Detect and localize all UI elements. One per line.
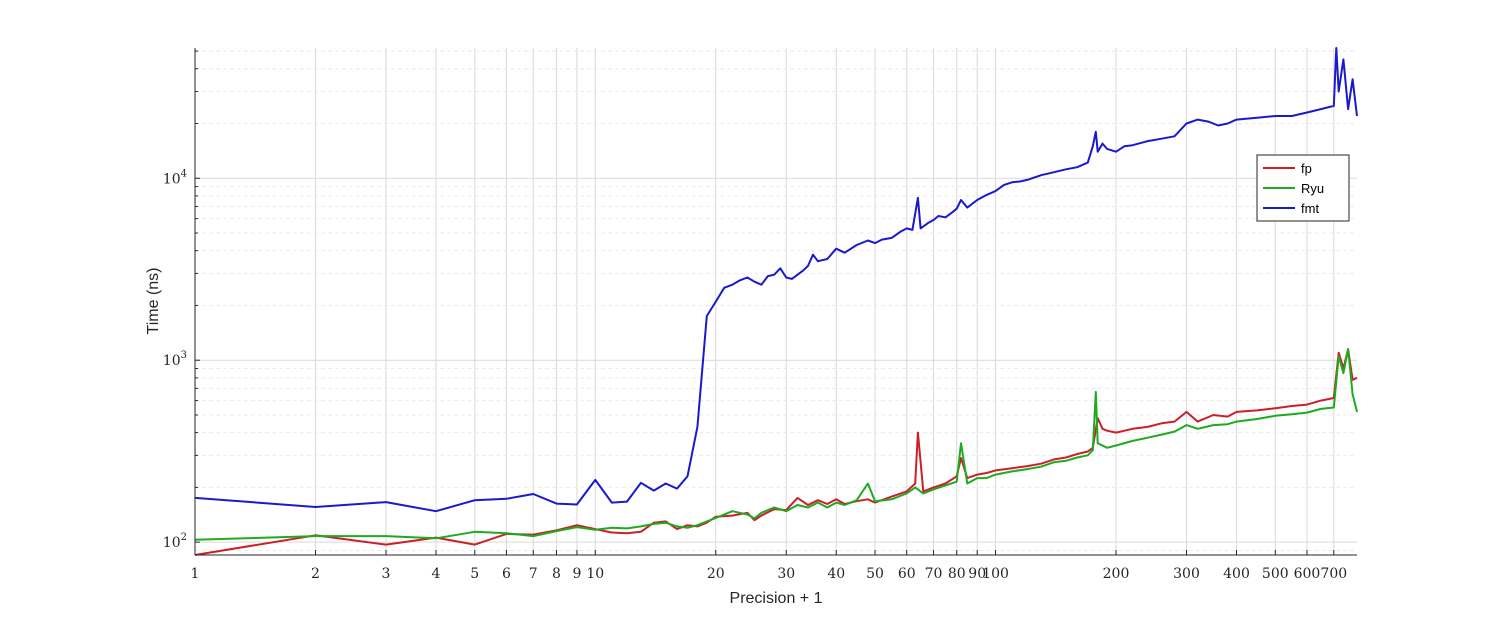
y-axis-title: Time (ns) xyxy=(145,268,162,335)
x-tick-label: 4 xyxy=(432,566,441,582)
x-tick-label: 90 xyxy=(968,566,986,582)
y-tick-label: 102 xyxy=(163,532,187,551)
x-tick-label: 10 xyxy=(586,566,604,582)
grid xyxy=(194,48,1357,555)
legend-label-fp: fp xyxy=(1301,161,1312,176)
x-tick-label: 70 xyxy=(925,566,943,582)
series-line-fp xyxy=(194,348,1358,556)
x-tick-label: 7 xyxy=(529,566,538,582)
plot-frame xyxy=(195,48,1357,555)
x-tick-label: 700 xyxy=(1320,566,1347,582)
x-tick-label: 400 xyxy=(1223,566,1250,582)
x-tick-label: 200 xyxy=(1103,566,1130,582)
x-tick-label: 8 xyxy=(552,566,561,582)
legend-label-fmt: fmt xyxy=(1301,201,1319,216)
x-tick-label: 80 xyxy=(948,566,966,582)
x-tick-label: 50 xyxy=(866,566,884,582)
x-axis-title: Precision + 1 xyxy=(730,590,823,607)
x-tick-label: 500 xyxy=(1262,566,1289,582)
x-tick-label: 1 xyxy=(191,566,200,582)
x-tick-label: 9 xyxy=(572,566,581,582)
plot-area xyxy=(194,47,1358,556)
x-tick-label: 3 xyxy=(382,566,391,582)
y-tick-label: 104 xyxy=(163,168,187,187)
series-line-fmt xyxy=(194,47,1358,513)
x-tick-label: 2 xyxy=(311,566,320,582)
x-tick-label: 600 xyxy=(1294,566,1321,582)
series-line-ryu xyxy=(194,348,1358,541)
y-axis: 102 103 104 xyxy=(163,50,200,551)
x-tick-label: 6 xyxy=(502,566,511,582)
x-tick-label: 300 xyxy=(1173,566,1200,582)
x-tick-label: 40 xyxy=(827,566,845,582)
x-tick-label: 60 xyxy=(898,566,916,582)
y-tick-label: 103 xyxy=(163,350,187,369)
x-tick-label: 20 xyxy=(707,566,725,582)
legend: fp Ryu fmt xyxy=(1256,154,1350,222)
x-tick-label: 5 xyxy=(470,566,479,582)
x-tick-label: 100 xyxy=(982,566,1009,582)
legend-label-ryu: Ryu xyxy=(1301,181,1324,196)
x-tick-label: 30 xyxy=(777,566,795,582)
